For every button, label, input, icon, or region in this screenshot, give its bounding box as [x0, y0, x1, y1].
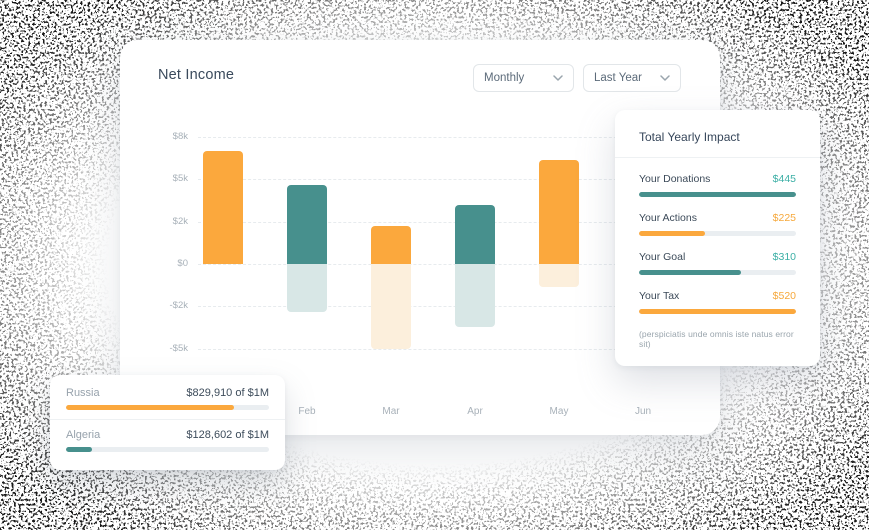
chart-bar-negative	[371, 263, 411, 349]
y-axis-tick-label: $5k	[172, 173, 188, 185]
impact-row-tax: Your Tax $520	[639, 290, 796, 314]
chart-bar-positive	[287, 184, 327, 264]
progress-fill	[639, 309, 796, 314]
country-row-russia: Russia $829,910 of $1M	[66, 387, 269, 410]
chart-bar-negative	[455, 263, 495, 328]
x-axis-tick-label: Feb	[298, 406, 316, 417]
chart-bar-positive	[539, 159, 579, 264]
divider	[50, 419, 285, 420]
y-axis-tick-label: -$5k	[169, 342, 188, 354]
impact-footnote: (perspiciatis unde omnis iste natus erro…	[639, 329, 794, 349]
impact-row-goal: Your Goal $310	[639, 251, 796, 275]
period-select-value: Monthly	[484, 72, 525, 84]
progress-fill	[639, 231, 705, 236]
chart-bar-positive	[203, 151, 243, 264]
progress-fill	[639, 270, 742, 275]
country-row-algeria: Algeria $128,602 of $1M	[66, 429, 269, 452]
range-select-value: Last Year	[594, 72, 642, 84]
range-select[interactable]: Last Year	[583, 64, 681, 92]
country-value: $128,602 of $1M	[186, 429, 269, 441]
countries-progress-card: Russia $829,910 of $1M Algeria $128,602 …	[50, 375, 285, 470]
chart-bar-negative	[287, 263, 327, 312]
progress-track	[66, 447, 269, 452]
y-axis-tick-label: $0	[177, 257, 188, 269]
progress-track	[639, 270, 796, 275]
country-label: Russia	[66, 387, 100, 399]
progress-track	[66, 405, 269, 410]
divider	[615, 157, 820, 158]
impact-row-label: Your Tax	[639, 290, 680, 302]
impact-row-donations: Your Donations $445	[639, 173, 796, 197]
progress-fill	[639, 192, 796, 197]
impact-card-title: Total Yearly Impact	[639, 130, 740, 144]
progress-track	[639, 231, 796, 236]
impact-row-label: Your Donations	[639, 173, 711, 185]
y-axis-tick-label: -$2k	[169, 300, 188, 312]
country-label: Algeria	[66, 429, 101, 441]
chart-bar-negative	[539, 263, 579, 288]
chevron-down-icon	[660, 75, 670, 81]
y-axis-tick-label: $8k	[172, 131, 188, 142]
progress-track	[639, 192, 796, 197]
y-axis-tick-label: $2k	[172, 215, 188, 227]
chart-bar-positive	[371, 225, 411, 264]
impact-row-value: $225	[772, 212, 796, 224]
x-axis-tick-label: Apr	[467, 406, 483, 417]
progress-track	[639, 309, 796, 314]
impact-row-actions: Your Actions $225	[639, 212, 796, 236]
progress-fill	[66, 447, 93, 452]
impact-row-label: Your Goal	[639, 251, 686, 263]
period-select[interactable]: Monthly	[473, 64, 574, 92]
impact-row-value: $445	[772, 173, 796, 185]
country-value: $829,910 of $1M	[186, 387, 269, 399]
chevron-down-icon	[553, 75, 563, 81]
total-yearly-impact-card: Total Yearly Impact Your Donations $445 …	[615, 110, 820, 366]
page-title: Net Income	[158, 67, 235, 83]
impact-row-value: $310	[772, 251, 796, 263]
x-axis-tick-label: Mar	[382, 406, 400, 417]
x-axis-tick-label: Jun	[634, 406, 652, 417]
x-axis-tick-label: May	[549, 406, 569, 417]
chart-bar-positive	[455, 204, 495, 264]
impact-row-label: Your Actions	[639, 212, 697, 224]
impact-row-value: $520	[772, 290, 796, 302]
progress-fill	[66, 405, 235, 410]
